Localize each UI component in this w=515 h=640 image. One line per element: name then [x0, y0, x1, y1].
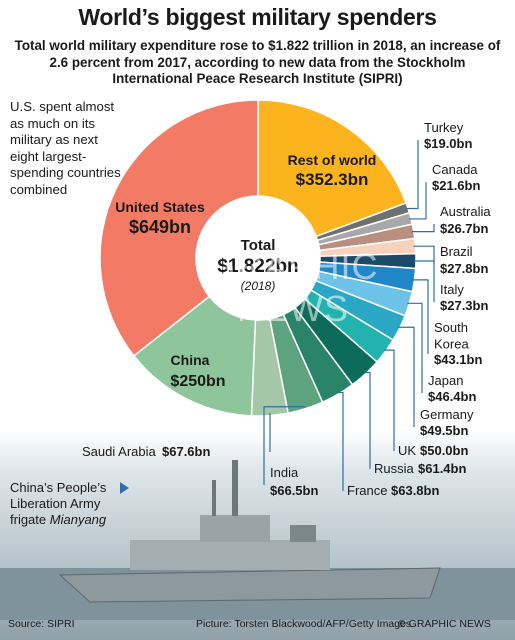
leader-canada [409, 182, 427, 220]
ship-bridge [200, 515, 270, 542]
value-china: $250bn [170, 373, 225, 390]
photo-caption-ship: Mianyang [49, 512, 107, 527]
value-russia: $61.4bn [418, 461, 466, 476]
value-india: $66.5bn [270, 483, 318, 498]
label-uk: UK [398, 443, 416, 458]
value-brazil: $27.8bn [440, 261, 488, 276]
photo-caption-lead: China’s People’s Liberation Army frigate [10, 480, 107, 527]
label-japan: Japan [428, 373, 463, 388]
value-france: $63.8bn [391, 483, 439, 498]
leader-turkey [405, 140, 419, 210]
center-label: Total [241, 237, 276, 254]
value-south-korea: $43.1bn [434, 352, 482, 367]
us-note: U.S. spent almost as much on its militar… [10, 99, 121, 197]
label-australia: Australia [440, 204, 491, 219]
leader-australia [411, 224, 435, 233]
label-turkey: Turkey [424, 120, 464, 135]
value-japan: $46.4bn [428, 389, 476, 404]
slice-rest-of-world [257, 99, 408, 238]
value-uk: $50.0bn [420, 443, 468, 458]
label-china: China [171, 352, 210, 368]
ship-mast-2 [212, 480, 216, 516]
leader-russia [363, 371, 371, 469]
label-saudi-arabia: Saudi Arabia [82, 444, 156, 459]
center-total: $1.822bn [217, 256, 298, 277]
value-saudi-arabia: $67.6bn [162, 444, 210, 459]
leader-south-korea [412, 279, 429, 354]
ship-deck [130, 540, 330, 570]
label-russia: Russia [374, 461, 415, 476]
photo-caption: China’s People’s Liberation Army frigate… [10, 480, 130, 528]
label-brazil: Brazil [440, 244, 473, 259]
label-south-korea: South Korea [434, 320, 469, 352]
ship-hull [58, 567, 441, 603]
center-year: (2018) [241, 279, 276, 293]
label-rest-of-world: Rest of world [288, 152, 377, 168]
leader-brazil [413, 245, 435, 264]
value-united-states: $649bn [129, 217, 191, 237]
label-france: France [347, 483, 387, 498]
footer-credit: Picture: Torsten Blackwood/AFP/Getty Ima… [196, 618, 412, 630]
leader-uk [383, 349, 395, 451]
watermark: GRAPHIC NEWS [207, 246, 379, 329]
leader-france [337, 391, 344, 491]
ship-stack [290, 525, 316, 542]
slice-united-states [99, 99, 259, 357]
label-italy: Italy [440, 282, 464, 297]
label-united-states: United States [115, 199, 205, 215]
frigate-illustration [0, 460, 515, 620]
ship-mast [232, 460, 238, 516]
caption-arrow-icon [120, 482, 129, 494]
value-canada: $21.6bn [432, 178, 480, 193]
label-germany: Germany [420, 407, 474, 422]
page-title: World’s biggest military spenders [78, 4, 437, 30]
footer-copyright: © GRAPHIC NEWS [398, 618, 491, 630]
value-germany: $49.5bn [420, 423, 468, 438]
leader-india [263, 406, 306, 485]
leader-japan [407, 302, 423, 393]
label-canada: Canada [432, 162, 478, 177]
slice-china [132, 295, 257, 417]
value-italy: $27.3bn [440, 298, 488, 313]
footer-source: Source: SIPRI [8, 618, 75, 630]
value-australia: $26.7bn [440, 221, 488, 236]
leader-italy [413, 260, 435, 302]
page-subtitle: Total world military expenditure rose to… [14, 38, 501, 86]
value-rest-of-world: $352.3bn [296, 170, 369, 189]
label-india: India [270, 465, 299, 480]
value-turkey: $19.0bn [424, 136, 472, 151]
leader-germany [397, 326, 415, 427]
